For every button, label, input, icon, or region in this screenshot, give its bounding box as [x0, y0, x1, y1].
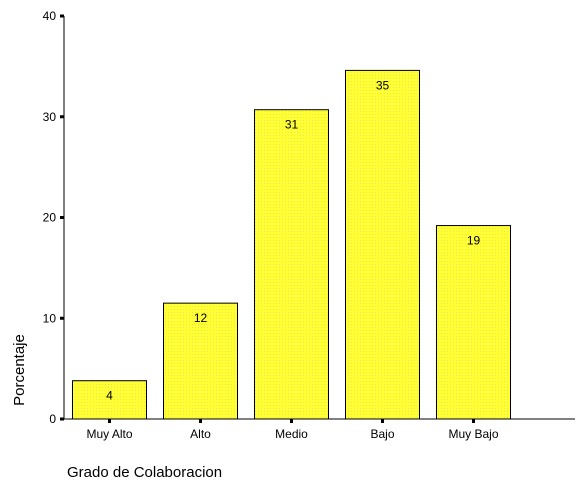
x-tick-mark	[290, 419, 293, 423]
bar-value-label: 19	[467, 234, 481, 248]
bars: 4 12 31 35 19	[72, 69, 511, 420]
y-tick-label: 40	[43, 9, 57, 23]
y-tick-label: 30	[43, 110, 57, 124]
x-axis: Muy Alto Alto Medio Bajo Muy Bajo	[64, 418, 575, 441]
bar	[254, 109, 329, 420]
bar-value-label: 35	[376, 78, 390, 92]
x-tick-mark	[108, 419, 111, 423]
y-tick-mark	[60, 316, 64, 320]
y-tick-mark	[60, 14, 64, 18]
bar	[345, 69, 420, 420]
x-tick-label: Bajo	[370, 427, 394, 441]
y-axis-title: Porcentaje	[11, 334, 28, 406]
y-tick-label: 10	[43, 311, 57, 325]
x-tick-label: Medio	[275, 427, 308, 441]
bar-value-label: 12	[194, 311, 208, 325]
x-tick-mark	[381, 419, 384, 423]
bar-value-label: 31	[285, 118, 299, 132]
bar	[163, 302, 238, 420]
y-tick-mark	[60, 115, 64, 119]
bar-value-label: 4	[106, 389, 113, 403]
bar	[72, 380, 147, 420]
x-tick-label: Muy Bajo	[448, 427, 498, 441]
bar	[436, 225, 511, 420]
x-tick-mark	[199, 419, 202, 423]
x-tick-label: Muy Alto	[86, 427, 132, 441]
x-tick-mark	[472, 419, 475, 423]
x-axis-title: Grado de Colaboracion	[67, 464, 222, 481]
y-tick-label: 0	[49, 412, 56, 426]
y-tick-mark	[60, 417, 64, 421]
y-axis: 0 10 20 30 40	[43, 9, 65, 426]
x-tick-label: Alto	[190, 427, 211, 441]
y-tick-label: 20	[43, 211, 57, 225]
y-tick-mark	[60, 216, 64, 219]
